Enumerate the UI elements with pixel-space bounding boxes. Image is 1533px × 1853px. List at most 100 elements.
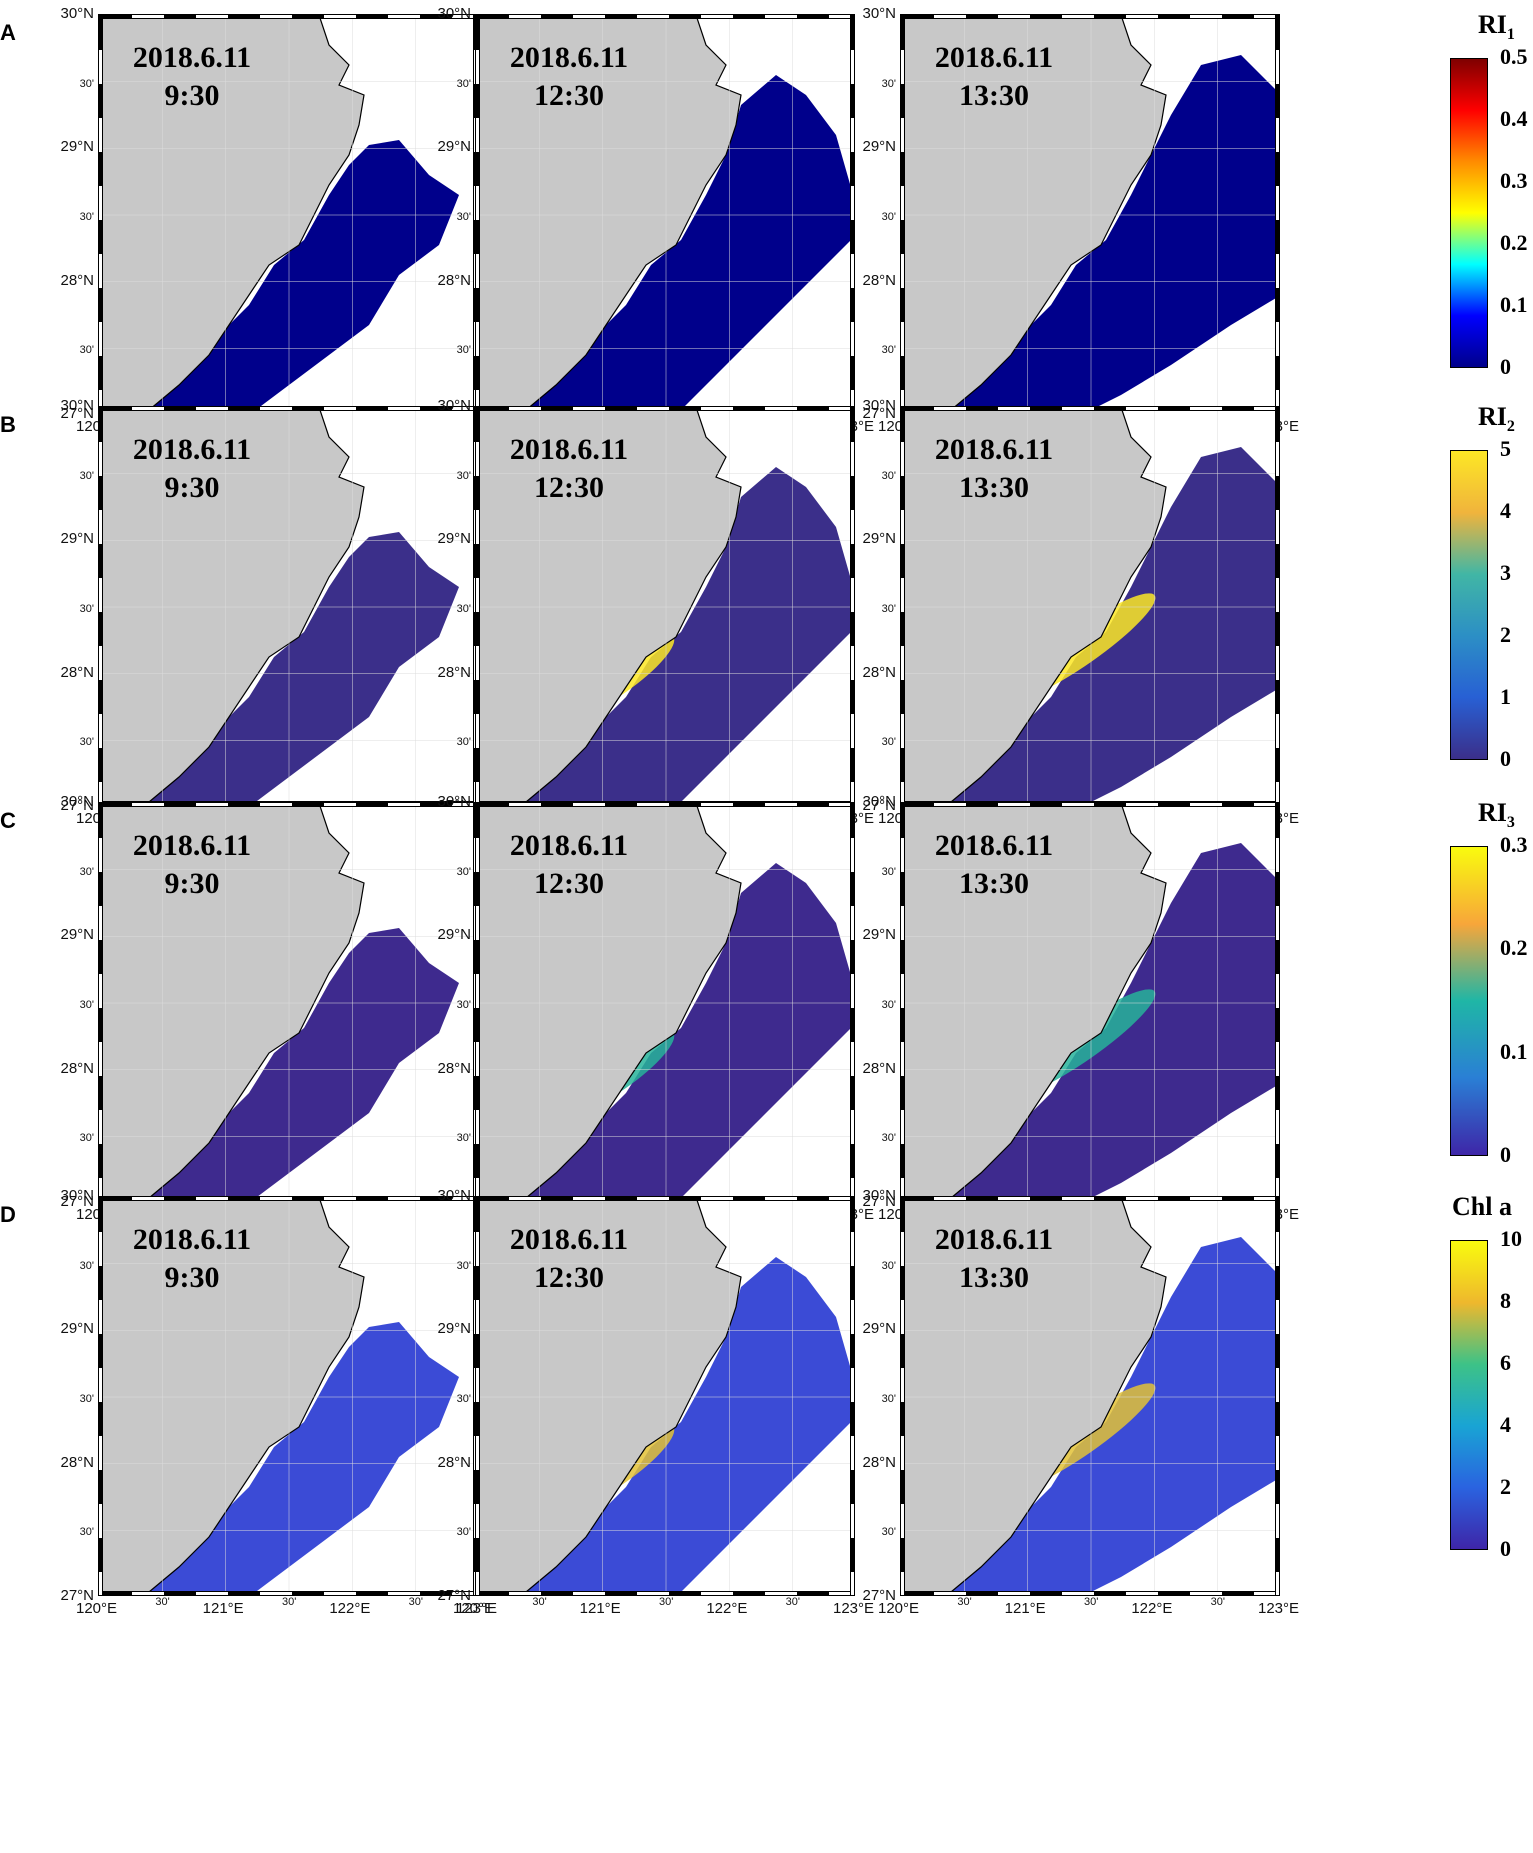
lat-tick-label: 30' bbox=[456, 865, 471, 878]
lat-tick-label: 27°N bbox=[60, 797, 94, 814]
row-label: A bbox=[0, 20, 16, 45]
lon-tick-label: 120°E bbox=[878, 1600, 920, 1617]
map-frame bbox=[476, 407, 854, 411]
colorbar-tick-label: 4 bbox=[1500, 498, 1511, 523]
timestamp-date: 2018.6.11 bbox=[934, 1223, 1054, 1256]
lon-tick-label: 123°E bbox=[1258, 1600, 1300, 1617]
lat-tick-label: 30°N bbox=[60, 5, 94, 22]
lat-tick-label: 28°N bbox=[437, 663, 471, 681]
timestamp-time: 9:30 bbox=[164, 79, 220, 112]
timestamp-date: 2018.6.11 bbox=[509, 433, 629, 466]
colorbar-tick-label: 0.1 bbox=[1500, 292, 1528, 317]
lat-tick-label: 29°N bbox=[60, 138, 94, 156]
map-panel: 2018.6.11 13:30 bbox=[900, 406, 1280, 806]
lon-tick-label: 122°E bbox=[706, 1600, 748, 1617]
lat-tick-label: 28°N bbox=[437, 1453, 471, 1471]
map-frame bbox=[1275, 1197, 1279, 1595]
colorbar-title: RI1 bbox=[1478, 10, 1515, 44]
timestamp: 2018.6.11 13:30 bbox=[919, 39, 1069, 115]
colorbar-tick-label: 0.5 bbox=[1500, 44, 1528, 69]
colorbar-tick-label: 10 bbox=[1500, 1226, 1522, 1251]
lat-tick-label: 29°N bbox=[437, 138, 471, 156]
map-frame bbox=[850, 407, 854, 805]
colorbar-tick-label: 0 bbox=[1500, 354, 1511, 379]
timestamp-time: 13:30 bbox=[959, 471, 1029, 504]
lon-tick-label: 123°E bbox=[833, 1600, 875, 1617]
colorbar-tick-label: 0.1 bbox=[1500, 1038, 1528, 1064]
lat-tick-label: 28°N bbox=[862, 1453, 896, 1471]
timestamp-date: 2018.6.11 bbox=[509, 1223, 629, 1256]
lat-tick-label: 30' bbox=[456, 469, 471, 482]
timestamp-time: 9:30 bbox=[164, 867, 220, 900]
lat-tick-label: 28°N bbox=[60, 271, 94, 289]
colorbar bbox=[1450, 1240, 1488, 1550]
row-label: B bbox=[0, 412, 16, 437]
colorbar-tick-label: 0.3 bbox=[1500, 168, 1528, 193]
timestamp-date: 2018.6.11 bbox=[132, 41, 252, 74]
lat-tick-label: 28°N bbox=[60, 1059, 94, 1077]
lat-tick-label: 30' bbox=[456, 736, 471, 749]
lat-tick-label: 30' bbox=[79, 999, 94, 1011]
water-region bbox=[141, 140, 459, 413]
lat-tick-label: 30°N bbox=[60, 1187, 94, 1204]
timestamp: 2018.6.11 12:30 bbox=[494, 827, 644, 903]
lon-tick-label: 121°E bbox=[202, 1600, 244, 1617]
map-svg bbox=[476, 15, 854, 413]
lon-tick-label: 123°E bbox=[456, 1600, 498, 1617]
map-panel: 2018.6.11 13:30 bbox=[900, 14, 1280, 414]
lat-tick-label: 30°N bbox=[862, 793, 896, 810]
map-frame bbox=[850, 1197, 854, 1595]
water-region bbox=[141, 928, 459, 1201]
map-svg bbox=[476, 803, 854, 1201]
map-svg bbox=[901, 803, 1279, 1201]
water-region bbox=[141, 1322, 459, 1595]
lon-tick-label: 122°E bbox=[329, 1600, 371, 1617]
lat-tick-label: 27°N bbox=[60, 1587, 94, 1604]
map-frame bbox=[1275, 15, 1279, 413]
timestamp-time: 9:30 bbox=[164, 471, 220, 504]
map-frame bbox=[901, 803, 905, 1201]
timestamp-time: 12:30 bbox=[534, 471, 604, 504]
colorbar-tick-label: 3 bbox=[1500, 560, 1511, 585]
lat-tick-label: 30' bbox=[456, 999, 471, 1011]
timestamp-date: 2018.6.11 bbox=[934, 41, 1054, 74]
lat-tick-label: 30' bbox=[79, 344, 94, 357]
lat-tick-label: 28°N bbox=[862, 271, 896, 289]
lat-tick-label: 30' bbox=[456, 1526, 471, 1539]
lat-tick-label: 30' bbox=[456, 1393, 471, 1405]
map-frame bbox=[99, 407, 103, 805]
lat-tick-label: 30' bbox=[881, 736, 896, 749]
map-frame bbox=[99, 1197, 103, 1595]
lat-tick-label: 30' bbox=[881, 77, 896, 90]
lon-tick-label: 30' bbox=[408, 1596, 423, 1608]
lat-tick-label: 29°N bbox=[862, 926, 896, 944]
lon-tick-label: 30' bbox=[1210, 1596, 1225, 1608]
lat-tick-label: 30' bbox=[881, 344, 896, 357]
timestamp-date: 2018.6.11 bbox=[132, 1223, 252, 1256]
map-frame bbox=[99, 15, 103, 413]
map-frame bbox=[1275, 407, 1279, 805]
colorbar-tick-label: 5 bbox=[1500, 436, 1511, 461]
timestamp-date: 2018.6.11 bbox=[509, 41, 629, 74]
water-region bbox=[141, 532, 459, 805]
lon-tick-label: 121°E bbox=[1004, 1600, 1046, 1617]
colorbar-tick-label: 2 bbox=[1500, 622, 1511, 647]
lon-tick-label: 120°E bbox=[76, 1600, 118, 1617]
lat-tick-label: 27°N bbox=[862, 405, 896, 422]
map-svg bbox=[901, 1197, 1279, 1595]
lat-tick-label: 30' bbox=[881, 999, 896, 1011]
lat-tick-label: 30' bbox=[881, 211, 896, 223]
lat-tick-label: 30' bbox=[456, 77, 471, 90]
lat-tick-label: 29°N bbox=[437, 530, 471, 548]
lat-tick-label: 27°N bbox=[862, 1587, 896, 1604]
map-svg bbox=[99, 1197, 477, 1595]
map-svg bbox=[476, 1197, 854, 1595]
map-frame bbox=[850, 15, 854, 413]
map-frame bbox=[476, 1197, 854, 1201]
map-svg bbox=[99, 803, 477, 1201]
colorbar-tick-label: 0 bbox=[1500, 746, 1511, 771]
lat-tick-label: 30' bbox=[881, 1132, 896, 1145]
timestamp: 2018.6.11 9:30 bbox=[117, 1221, 267, 1297]
map-frame bbox=[476, 803, 854, 807]
lat-tick-label: 29°N bbox=[437, 1320, 471, 1338]
